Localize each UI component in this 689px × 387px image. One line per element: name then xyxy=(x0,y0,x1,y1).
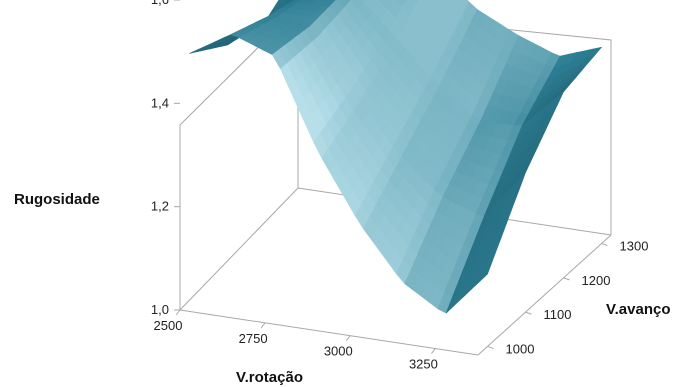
tick-mark xyxy=(175,309,181,316)
z-axis-title: Rugosidade xyxy=(14,191,100,208)
y-tick-label: 1100 xyxy=(544,307,572,322)
tick-mark xyxy=(431,348,436,354)
tick-mark xyxy=(563,277,570,281)
x-tick-label: 3250 xyxy=(409,357,438,372)
z-tick-label: 1,2 xyxy=(151,199,169,214)
y-tick-label: 1000 xyxy=(506,341,535,356)
axis-ticks: 2500 2750 3000 3250 1000 1100 1200 1300 1,0 1,2 1,… xyxy=(151,0,649,372)
x-axis-line xyxy=(179,309,479,356)
z-tick-label: 1,4 xyxy=(151,95,169,110)
floor-back-left xyxy=(179,187,299,311)
y-axis-title: V.avanço xyxy=(606,301,671,318)
z-tick-label: 1,6 xyxy=(151,0,169,7)
x-tick-label: 3000 xyxy=(324,344,353,359)
y-tick-label: 1300 xyxy=(620,239,649,254)
tick-mark xyxy=(487,345,494,349)
y-axis-line xyxy=(477,234,612,356)
tick-mark xyxy=(345,335,351,342)
tick-mark xyxy=(525,311,532,315)
surface-patch xyxy=(478,256,495,283)
x-axis-title: V.rotação xyxy=(236,369,303,386)
x-tick-label: 2750 xyxy=(239,331,268,346)
x-tick-label: 2500 xyxy=(154,318,183,333)
surface-mesh xyxy=(189,0,603,314)
z-tick-label: 1,0 xyxy=(151,302,169,317)
tick-mark xyxy=(601,243,608,247)
y-tick-label: 1200 xyxy=(582,273,611,288)
tick-mark xyxy=(260,322,266,329)
